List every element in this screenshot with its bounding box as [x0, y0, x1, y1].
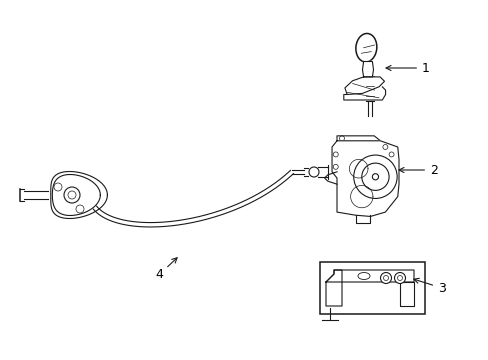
Polygon shape	[51, 171, 107, 219]
Circle shape	[339, 136, 344, 141]
Ellipse shape	[355, 33, 376, 62]
Circle shape	[397, 275, 402, 280]
Polygon shape	[343, 87, 385, 100]
Text: 1: 1	[385, 62, 429, 75]
Circle shape	[64, 187, 80, 203]
Polygon shape	[344, 77, 384, 94]
Circle shape	[333, 152, 338, 157]
Polygon shape	[52, 175, 100, 216]
Circle shape	[333, 165, 338, 169]
Bar	[319, 262, 424, 314]
Text: 3: 3	[413, 278, 445, 294]
Circle shape	[54, 183, 62, 191]
Circle shape	[371, 174, 378, 180]
Polygon shape	[331, 141, 398, 216]
Circle shape	[380, 273, 391, 284]
Circle shape	[353, 155, 396, 198]
Circle shape	[394, 273, 405, 284]
Polygon shape	[399, 282, 413, 306]
Ellipse shape	[357, 273, 369, 279]
Polygon shape	[325, 270, 413, 282]
Ellipse shape	[308, 167, 318, 177]
Circle shape	[68, 191, 76, 199]
Circle shape	[388, 152, 393, 157]
Polygon shape	[325, 270, 341, 306]
Polygon shape	[362, 62, 373, 77]
Circle shape	[383, 275, 387, 280]
Circle shape	[76, 205, 84, 213]
Text: 4: 4	[155, 258, 177, 282]
Circle shape	[382, 144, 387, 149]
Circle shape	[361, 163, 388, 190]
Text: 2: 2	[398, 163, 437, 176]
